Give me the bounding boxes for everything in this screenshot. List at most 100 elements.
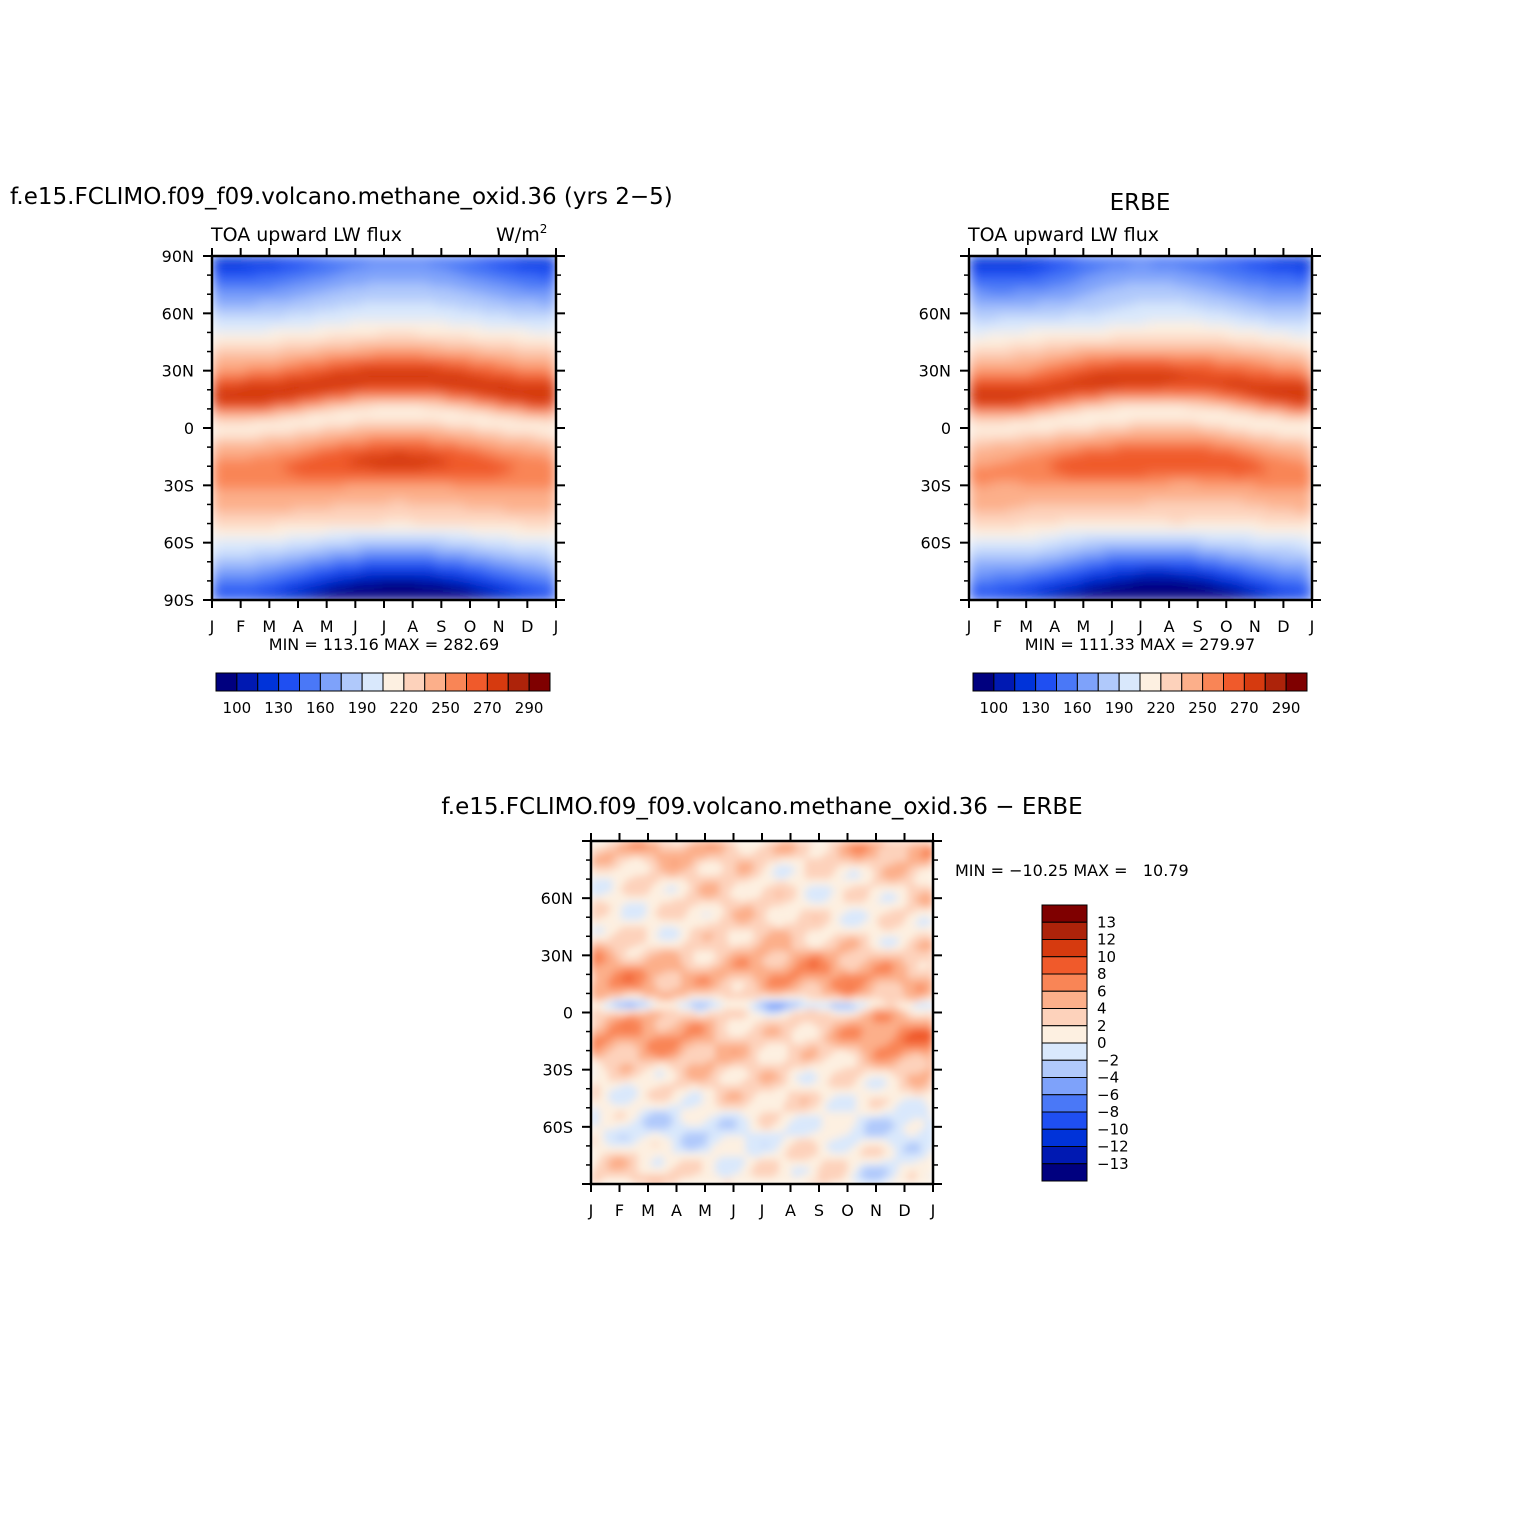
panel-erbe-y-labels: 60N 30N 0 30S 60S — [919, 304, 951, 552]
x-tick-label: M — [1019, 617, 1033, 636]
panel-diff-contours — [591, 841, 933, 1184]
colorbar-label: 4 — [1097, 1000, 1107, 1018]
x-tick-label: A — [293, 617, 304, 636]
panel-model: f.e15.FCLIMO.f09_f09.volcano.methane_oxi… — [10, 184, 673, 717]
colorbar-label: −8 — [1097, 1103, 1119, 1121]
colorbar-swatch — [1243, 672, 1266, 692]
colorbar-label: 8 — [1097, 965, 1107, 983]
colorbar-swatch — [1160, 672, 1183, 692]
colorbar-label: 130 — [1021, 699, 1050, 717]
x-tick-label: O — [841, 1201, 854, 1220]
units-superscript: 2 — [540, 222, 548, 236]
colorbar-swatch — [1041, 990, 1088, 1009]
x-tick-label: J — [352, 617, 358, 636]
colorbar-swatch — [1041, 1008, 1088, 1027]
y-tick-label: 60S — [163, 534, 194, 553]
colorbar-swatch — [528, 672, 551, 692]
x-tick-label: A — [1164, 617, 1175, 636]
colorbar-label: 270 — [1230, 699, 1259, 717]
y-tick-label: 30N — [162, 362, 194, 381]
panel-erbe-colorbar — [972, 672, 1308, 692]
panel-model-y-labels: 90N 60N 30N 0 30S 60S 90S — [162, 247, 194, 610]
panel-erbe-colorbar-labels: 100 130 160 190 220 250 270 290 — [980, 699, 1301, 717]
x-tick-label: J — [1309, 617, 1315, 636]
x-tick-label: D — [898, 1201, 910, 1220]
panel-diff-colorbar — [1041, 904, 1088, 1182]
panel-model-stats: MIN = 113.16 MAX = 282.69 — [269, 635, 499, 654]
colorbar-label: 250 — [431, 699, 460, 717]
colorbar-swatch — [1041, 1128, 1088, 1147]
panel-model-title: f.e15.FCLIMO.f09_f09.volcano.methane_oxi… — [10, 184, 673, 210]
colorbar-label: 130 — [264, 699, 293, 717]
colorbar-swatch — [236, 672, 259, 692]
x-tick-label: S — [814, 1201, 824, 1220]
x-tick-label: F — [236, 617, 245, 636]
colorbar-swatch — [1264, 672, 1287, 692]
colorbar-label: 190 — [348, 699, 377, 717]
colorbar-label: −6 — [1097, 1086, 1119, 1104]
panel-diff-y-labels: 60N 30N 0 30S 60S — [541, 889, 573, 1137]
panel-model-colorbar — [215, 672, 551, 692]
x-tick-label: M — [320, 617, 334, 636]
panel-erbe-stats: MIN = 111.33 MAX = 279.97 — [1025, 635, 1255, 654]
x-tick-label: A — [407, 617, 418, 636]
panel-erbe: ERBE TOA upward LW flux 60N 30N 0 30S 60S J F… — [919, 190, 1321, 717]
colorbar-swatch — [382, 672, 405, 692]
colorbar-swatch — [1041, 1059, 1088, 1078]
y-tick-label: 60N — [162, 304, 194, 323]
colorbar-swatch — [1041, 904, 1088, 923]
y-tick-label: 60S — [920, 534, 951, 553]
colorbar-swatch — [972, 672, 995, 692]
colorbar-swatch — [993, 672, 1016, 692]
y-tick-label: 0 — [184, 419, 194, 438]
colorbar-label: −13 — [1097, 1155, 1129, 1173]
x-tick-label: F — [993, 617, 1002, 636]
colorbar-label: 290 — [515, 699, 544, 717]
colorbar-label: 100 — [223, 699, 252, 717]
y-tick-label: 0 — [563, 1004, 573, 1023]
colorbar-swatch — [1097, 672, 1120, 692]
panel-erbe-title: ERBE — [1110, 190, 1171, 216]
x-tick-label: M — [641, 1201, 655, 1220]
x-tick-label: M — [698, 1201, 712, 1220]
colorbar-swatch — [403, 672, 426, 692]
y-tick-label: 60S — [542, 1118, 573, 1137]
colorbar-swatch — [1041, 939, 1088, 958]
x-tick-label: J — [1137, 617, 1143, 636]
x-tick-label: N — [493, 617, 505, 636]
colorbar-swatch — [361, 672, 384, 692]
colorbar-swatch — [424, 672, 447, 692]
colorbar-swatch — [1041, 1042, 1088, 1061]
x-tick-label: M — [1076, 617, 1090, 636]
colorbar-label: 13 — [1097, 913, 1116, 931]
colorbar-label: 10 — [1097, 948, 1116, 966]
x-tick-label: N — [1249, 617, 1261, 636]
colorbar-swatch — [466, 672, 488, 692]
colorbar-swatch — [1035, 672, 1057, 692]
x-tick-label: J — [930, 1201, 936, 1220]
colorbar-label: 220 — [390, 699, 419, 717]
colorbar-label: 12 — [1097, 931, 1116, 949]
x-tick-label: O — [1220, 617, 1233, 636]
colorbar-label: 100 — [980, 699, 1009, 717]
colorbar-swatch — [340, 672, 363, 692]
colorbar-swatch — [1285, 672, 1308, 692]
x-tick-label: A — [1049, 617, 1060, 636]
colorbar-label: 190 — [1105, 699, 1134, 717]
colorbar-swatch — [1041, 956, 1088, 975]
colorbar-swatch — [445, 672, 467, 692]
colorbar-label: 160 — [1063, 699, 1092, 717]
colorbar-label: 220 — [1147, 699, 1176, 717]
colorbar-swatch — [319, 672, 342, 692]
panel-model-subtitle: TOA upward LW flux — [210, 224, 402, 246]
colorbar-swatch — [486, 672, 509, 692]
panel-erbe-ticks — [960, 248, 1321, 608]
colorbar-swatch — [215, 672, 238, 692]
x-tick-label: A — [785, 1201, 796, 1220]
x-tick-label: J — [381, 617, 387, 636]
colorbar-label: 270 — [473, 699, 502, 717]
